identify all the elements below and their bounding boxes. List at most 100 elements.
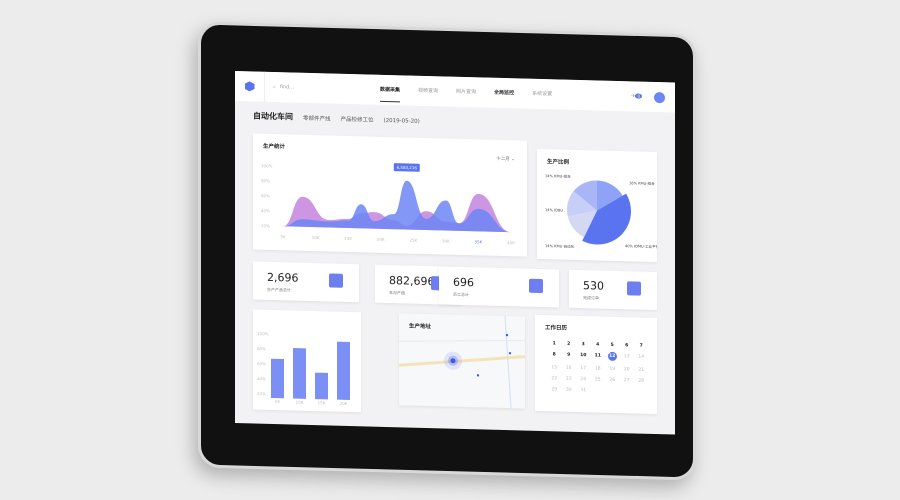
pie-label: 14% IDBU [545,208,563,212]
stat-label: 本月产值 [389,290,405,296]
calendar-day[interactable]: 2 [567,341,571,347]
stat-card: 2,696 生产产品总计 [253,261,359,303]
pie-label: 40% IDMU-工业平板 [625,243,657,249]
ratio-card: 生产比例 16% KMU-组合 14% KMU-组合 14% IDBU 14% KMU… [537,148,657,263]
search-icon: ⌕ [273,83,276,91]
notification-button[interactable]: ✈ 0 [631,93,642,99]
y-tick-label: 100% [261,163,273,168]
search-input[interactable]: ⌕ find... [273,83,295,91]
calendar-day[interactable]: 24 [580,377,587,383]
x-tick-label: 10K [312,235,320,240]
x-tick-label: 35K [475,239,483,244]
calendar-day[interactable]: 1 [552,341,556,347]
tooltip [393,163,420,172]
stat-label: 员工总计 [453,291,469,298]
calendar-day[interactable]: 6 [625,343,629,349]
y-tick-label: 40% [261,208,270,213]
pie-slice [582,193,631,245]
nav-data-collection[interactable]: 数据采集 [380,77,401,103]
calendar-day[interactable]: 14 [638,354,645,360]
production-stats-card: 生产统计 十二月 ⌄ 20% 40% 60% 80% 100% 5K 10K 15K 20K 25… [253,133,527,257]
breadcrumb-item[interactable]: 产品检修工位 [340,116,374,124]
nav-photo-query[interactable]: 照片查询 [456,88,477,96]
stat-value: 2,696 [267,270,299,285]
x-tick-label: 20K [377,237,385,242]
calendar-day[interactable]: 9 [567,352,571,358]
page-title: 自动化车间 [253,111,293,122]
y-tick-label: 80% [257,346,266,351]
calendar-day[interactable]: 31 [580,388,587,394]
stat-card: 696 员工总计 [439,266,559,308]
card-title: 工作日历 [545,325,568,332]
nav-system-settings[interactable]: 系统设置 [532,90,553,98]
calendar-day[interactable]: 25 [594,377,601,383]
calendar-day[interactable]: 3 [581,342,585,348]
bar-chart: 20% 40% 60% 80% 100% 5K 10K 15K 20K [257,331,350,406]
calendar-list-icon [627,281,641,296]
stat-label: 完成订单 [583,295,599,301]
calendar-day[interactable]: 4 [596,342,600,348]
bar [315,372,328,400]
calendar-day[interactable]: 5 [610,342,614,348]
x-tick-label: 5K [275,399,281,404]
calendar-day[interactable]: 16 [565,365,572,371]
y-tick-label: 20% [257,391,266,396]
nav-video-query[interactable]: 视频查询 [418,87,439,95]
pie-label: 14% KMU-自动化 [545,243,575,249]
calendar-day[interactable]: 28 [638,378,645,384]
pie-slice [573,180,597,211]
calendar-day[interactable]: 27 [623,378,630,384]
calendar-day[interactable]: 23 [565,376,572,382]
stat-value: 882,696 [389,274,435,289]
calendar-grid: 1 2 3 4 5 6 7 8 9 10 11 12 13 14 15 16 17 18 19 20 21 22 23 24 2… [547,341,649,395]
x-tick-label: 5K [280,234,286,239]
stat-value: 696 [453,275,474,290]
calendar-day[interactable]: 26 [609,377,616,383]
calendar-day[interactable]: 21 [638,367,645,373]
x-tick-label: 20K [340,401,348,406]
bar [337,341,350,401]
area-chart: 20% 40% 60% 80% 100% 5K 10K 15K 20K 25K 30K 35K 40K 6… [261,163,515,245]
card-title: 生产地址 [409,323,432,331]
calendar-day[interactable]: 19 [609,366,616,372]
nav-global-monitor[interactable]: 全局监控 [494,89,515,97]
screen: ⌕ find... 数据采集 视频查询 照片查询 全局监控 系统设置 ✈ 0 自动化… [235,71,675,435]
calendar-day[interactable]: 15 [551,365,558,371]
x-tick-label: 40K [507,240,515,245]
calendar-day[interactable]: 18 [594,366,601,372]
calendar-day[interactable]: 7 [639,343,643,349]
main-nav: 数据采集 视频查询 照片查询 全局监控 系统设置 [380,77,553,107]
breadcrumb-date: (2019-05-20) [383,117,420,125]
map[interactable] [399,313,525,409]
calendar-day[interactable]: 10 [580,353,587,359]
logo [235,71,265,102]
bar [293,348,306,399]
pie-chart: 16% KMU-组合 14% KMU-组合 14% IDBU 14% KMU-自动化 4… [545,173,657,249]
pie-slice [567,191,597,217]
x-tick-label: 10K [296,400,304,405]
calendar-day[interactable]: 29 [551,387,558,393]
calendar-day[interactable]: 22 [551,376,558,382]
breadcrumb-item[interactable]: 零部件产线 [303,115,331,123]
bar [271,358,284,399]
notification-badge: 0 [635,93,642,99]
tooltip-value: 6,583,216 [397,165,418,171]
calendar-day[interactable]: 17 [580,366,587,372]
pie-slice [567,210,597,238]
calendar-day[interactable]: 20 [623,367,630,373]
y-tick-label: 100% [257,331,269,336]
calendar-day[interactable]: 13 [623,354,630,360]
pie-slice [597,180,623,211]
map-card[interactable]: 生产地址 [399,313,525,409]
avatar[interactable] [654,91,665,103]
y-tick-label: 80% [261,178,270,183]
calendar-day[interactable]: 30 [565,387,572,393]
wallet-icon [329,273,343,288]
calendar-day[interactable]: 8 [552,352,556,358]
area-series-1 [283,180,511,233]
y-tick-label: 60% [257,361,266,366]
calendar-day[interactable]: 12 [607,351,617,361]
stat-label: 生产产品总计 [267,286,291,293]
calendar-day[interactable]: 11 [594,353,601,359]
x-tick-label: 25K [409,238,417,243]
